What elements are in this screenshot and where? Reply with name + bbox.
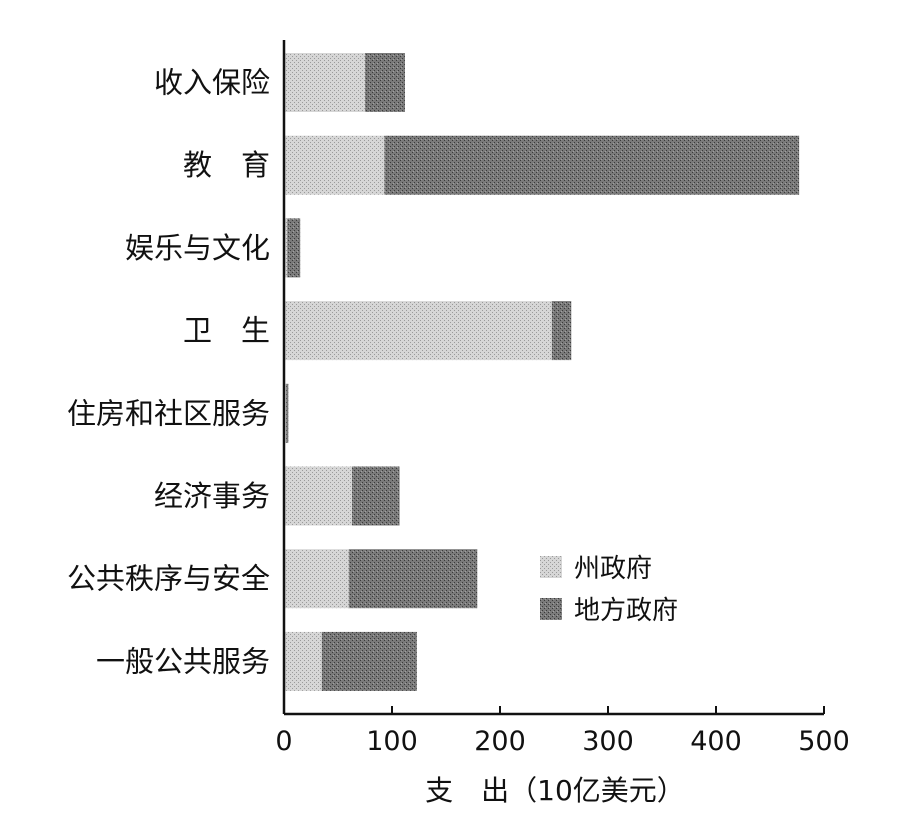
category-label: 卫 生 [183, 314, 270, 348]
bar-local-2 [287, 218, 301, 278]
x-axis-ticks: 0 100 200 300 400 500 [275, 706, 850, 757]
legend-label-state: 州政府 [574, 554, 652, 584]
bar-local-1 [384, 135, 800, 195]
bar-local-4 [286, 383, 289, 443]
bar-local-3 [551, 301, 572, 361]
category-label: 住房和社区服务 [67, 396, 270, 430]
bar-local-6 [348, 549, 478, 609]
bar-local-7 [321, 631, 417, 691]
x-tick-label: 300 [582, 726, 634, 757]
bar-state-7 [284, 631, 322, 691]
x-tick-label: 500 [798, 726, 850, 757]
category-label: 娱乐与文化 [125, 231, 270, 265]
bar-local-5 [352, 466, 400, 526]
category-label: 一般公共服务 [96, 644, 270, 678]
bars-group [284, 53, 800, 691]
bar-state-0 [284, 53, 365, 112]
legend-swatch-local [540, 598, 562, 620]
category-label: 教 育 [183, 148, 270, 182]
x-axis-title: 支 出（10亿美元） [425, 774, 685, 807]
category-label: 公共秩序与安全 [67, 562, 270, 596]
x-tick-label: 400 [690, 726, 742, 757]
x-tick-label: 100 [366, 726, 418, 757]
legend: 州政府 地方政府 [540, 554, 678, 626]
bar-state-6 [284, 549, 349, 609]
bar-state-2 [284, 218, 288, 278]
x-tick-label: 200 [474, 726, 526, 757]
category-label: 收入保险 [154, 66, 270, 100]
x-tick-label: 0 [275, 726, 292, 757]
legend-label-local: 地方政府 [574, 596, 678, 626]
legend-swatch-state [540, 556, 562, 578]
bar-local-0 [365, 53, 405, 112]
bar-state-3 [284, 301, 552, 361]
bar-state-5 [284, 466, 353, 526]
bar-state-1 [284, 135, 385, 195]
category-label: 经济事务 [154, 479, 270, 513]
